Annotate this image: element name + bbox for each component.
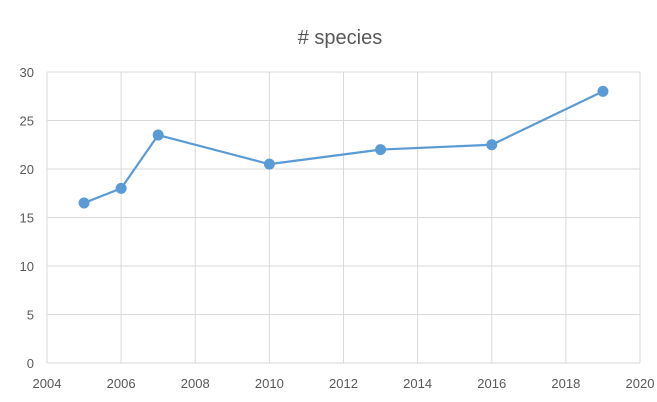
y-tick-label: 25	[20, 114, 34, 129]
y-tick-label: 0	[27, 356, 34, 371]
y-tick-label: 20	[20, 162, 34, 177]
series-layer	[78, 85, 609, 209]
data-point	[375, 144, 387, 156]
data-point	[78, 197, 90, 209]
data-point	[115, 182, 127, 194]
chart-title: # species	[298, 27, 383, 49]
x-tick-label: 2016	[477, 376, 506, 391]
x-tick-label: 2010	[255, 376, 284, 391]
x-tick-label: 2020	[626, 376, 655, 391]
data-point	[486, 139, 498, 151]
x-tick-label: 2014	[403, 376, 432, 391]
data-point	[597, 85, 609, 97]
y-tick-label: 10	[20, 259, 34, 274]
gridlines	[46, 71, 641, 364]
x-tick-label: 2018	[551, 376, 580, 391]
y-tick-label: 5	[27, 308, 34, 323]
x-tick-label: 2008	[181, 376, 210, 391]
y-tick-label: 15	[20, 211, 34, 226]
data-point	[263, 158, 275, 170]
x-tick-label: 2006	[107, 376, 136, 391]
data-point	[152, 129, 164, 141]
y-tick-label: 30	[20, 65, 34, 80]
x-tick-label: 2004	[33, 376, 62, 391]
x-tick-label: 2012	[329, 376, 358, 391]
x-axis-ticks: 2004 2006 2008 2010 2012 2014 2016 2018 2020	[33, 376, 655, 391]
y-axis-ticks: 0 5 10 15 20 25 30	[20, 65, 34, 371]
